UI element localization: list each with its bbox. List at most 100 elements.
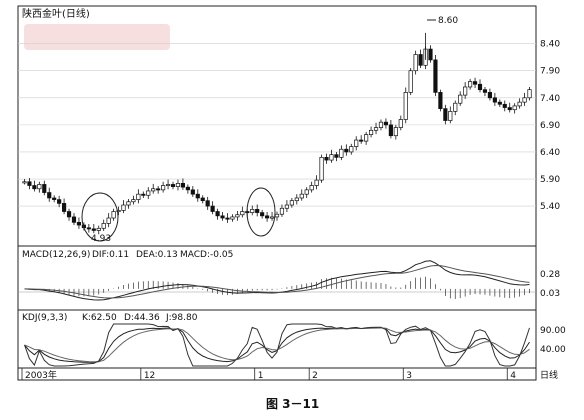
candle-body: [487, 92, 492, 99]
candle-body: [448, 110, 453, 121]
candle-body: [492, 97, 497, 103]
candle-body: [235, 214, 240, 218]
candle-body: [359, 139, 364, 142]
candle-body: [304, 189, 309, 195]
candle-body: [136, 193, 141, 200]
candle-body: [472, 81, 478, 85]
candlestick-series: [22, 32, 532, 235]
macd-histogram: [29, 276, 530, 299]
date-axis-label: 4: [510, 371, 516, 381]
chart-border: [17, 5, 537, 381]
candle-body: [151, 188, 156, 192]
price-tick-label: 7.90: [540, 67, 560, 77]
kdj-k-label: K:62.50: [82, 313, 117, 323]
macd-label: MACD(12,26,9): [22, 250, 90, 260]
candle-body: [269, 216, 275, 219]
price-tick-label: 6.90: [540, 121, 560, 131]
candle-body: [47, 192, 52, 199]
candle-body: [428, 48, 433, 61]
low-circle-left: [81, 192, 119, 242]
candle-body: [37, 184, 42, 190]
candle-body: [255, 208, 260, 213]
candle-body: [195, 193, 200, 199]
price-axis-ticks: 8.40 7.90 7.40 6.90 6.40 5.90 5.40: [540, 40, 560, 212]
candle-body: [314, 179, 319, 186]
candle-body: [116, 210, 121, 212]
kdj-j-label: J:98.80: [165, 313, 198, 323]
candle-body: [200, 197, 205, 202]
high-price-label: 8.60: [438, 16, 458, 26]
candle-body: [230, 216, 235, 220]
candle-body: [170, 184, 176, 187]
candle-body: [468, 81, 473, 88]
candle-body: [106, 217, 111, 224]
candle-body: [121, 204, 126, 211]
candle-body: [344, 148, 349, 153]
figure-caption: 图 3－11: [266, 397, 319, 411]
candle-body: [309, 185, 314, 191]
candle-body: [265, 215, 270, 219]
candle-body: [512, 105, 517, 111]
candle-body: [190, 189, 195, 195]
price-tick-label: 8.40: [540, 40, 560, 50]
macd-value-label: MACD:-0.05: [180, 250, 233, 260]
candle-body: [225, 217, 230, 220]
candle-body: [32, 185, 37, 190]
candle-body: [52, 197, 57, 200]
candle-body: [388, 124, 393, 137]
candle-body: [527, 89, 532, 99]
candle-body: [329, 154, 334, 161]
candle-body: [403, 92, 408, 120]
candle-body: [398, 119, 403, 128]
date-axis-label: 2: [312, 371, 318, 381]
date-axis: 2003年 12 1 2 3 4: [21, 368, 516, 381]
candle-body: [299, 193, 304, 199]
candle-body: [482, 89, 488, 93]
candle-body: [111, 211, 116, 219]
candle-body: [205, 200, 210, 207]
kdj-d-line: [24, 327, 530, 363]
candle-body: [131, 199, 136, 203]
candle-body: [175, 183, 181, 187]
candle-body: [91, 228, 96, 231]
candle-body: [383, 121, 389, 126]
candle-body: [368, 129, 374, 135]
candle-body: [250, 208, 255, 213]
macd-dea-label: DEA:0.13: [136, 250, 178, 260]
candle-body: [289, 200, 294, 206]
candle-body: [279, 207, 285, 215]
candle-body: [418, 54, 423, 66]
candle-body: [334, 154, 339, 158]
candle-body: [215, 211, 220, 217]
price-gridlines: [18, 43, 536, 207]
candle-body: [62, 203, 67, 212]
candle-body: [141, 193, 146, 196]
candle-body: [349, 146, 354, 153]
kdj-label: KDJ(9,3,3): [22, 313, 67, 323]
candle-body: [497, 101, 502, 105]
date-axis-label: 12: [144, 371, 155, 381]
macd-dif-label: DIF:0.11: [92, 250, 129, 260]
price-tick-label: 6.40: [540, 148, 560, 158]
date-axis-label: 3: [406, 371, 412, 381]
macd-dea-line: [24, 264, 530, 299]
date-axis-label: 2003年: [25, 369, 57, 381]
candle-body: [185, 186, 190, 191]
candle-body: [413, 54, 418, 72]
candle-body: [96, 227, 101, 231]
candle-body: [364, 134, 369, 142]
candle-body: [507, 107, 512, 111]
candle-body: [146, 190, 151, 196]
candle-body: [156, 188, 161, 191]
candle-body: [71, 216, 77, 223]
candle-body: [126, 201, 131, 206]
candle-body: [477, 83, 483, 91]
candle-body: [180, 183, 186, 188]
candle-body: [274, 213, 280, 218]
price-tick-label: 7.40: [540, 94, 560, 104]
candle-body: [260, 212, 265, 217]
candle-body: [319, 157, 324, 181]
candle-body: [57, 199, 62, 204]
candle-body: [86, 227, 91, 230]
